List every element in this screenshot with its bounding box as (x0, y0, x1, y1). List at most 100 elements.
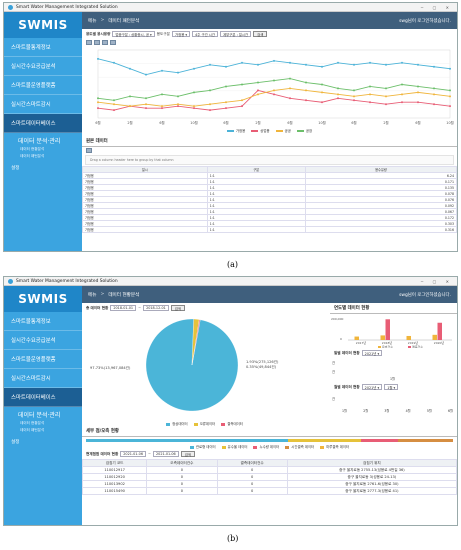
data-point (97, 107, 99, 110)
period-select[interactable]: 4주 구간 시간 (192, 31, 219, 37)
nav-sub-status[interactable]: 데이터 현황분석 (20, 147, 45, 151)
data-point (161, 93, 163, 96)
nav-item-database[interactable]: 스마트데이터베이스 (4, 388, 82, 407)
table-cell: 0 (146, 487, 218, 495)
y-tick-label: 0 (340, 337, 342, 341)
data-point (401, 61, 403, 64)
monthly-year-select[interactable]: 2021년 ▾ (361, 384, 383, 390)
nav-item-monitor[interactable]: 실시간스마트감시 (4, 95, 82, 114)
print-icon[interactable] (110, 40, 116, 45)
col-missing-count[interactable]: 결측데이터건수 (216, 459, 288, 467)
nav-item-monitor[interactable]: 실시간스마트감시 (4, 369, 82, 388)
daily-xlabel: 1월 (390, 377, 395, 381)
industry-select[interactable]: 업종구분 : 상황종시, 공 ▾ (112, 31, 155, 37)
data-point (161, 107, 163, 110)
nav-item-demand[interactable]: 실시간수요공급분석 (4, 57, 82, 76)
data-point (321, 83, 323, 86)
nav-sub-pattern[interactable]: 데이터 패턴분석 (20, 428, 45, 432)
breadcrumb-page: 데이터 패턴분석 (108, 18, 140, 24)
sensor-from[interactable]: 2021-01-06 (120, 451, 146, 457)
data-point (385, 87, 387, 90)
window-controls[interactable]: ─ ▢ ✕ (420, 278, 453, 284)
data-point (113, 109, 115, 112)
month-tick: 5월 (426, 409, 432, 413)
month-tick: 6월 (448, 409, 453, 413)
data-point (97, 57, 99, 60)
nav-subhead[interactable]: 데이터 분석·관리 (18, 138, 61, 145)
data-point (449, 67, 451, 70)
table-row[interactable]: 110012917 0 0 중구 을지로동 2755-13(성용로 4번길 36) (81, 466, 457, 474)
table-row[interactable]: 110015490 0 0 중구 을지로동 2777-3(성용로 41) (81, 487, 457, 495)
nav-item-database[interactable]: 스마트데이터베이스 (4, 114, 82, 133)
breadcrumb-sep: > (100, 292, 105, 297)
monthly-filter: 월별 데이터 현황 2021년 ▾ 1월 ▾ (330, 382, 457, 392)
nav-item-platform[interactable]: 스마트물운영플랫폼 (4, 350, 82, 369)
total-search-button[interactable]: 검색 (170, 305, 186, 311)
excel-icon[interactable] (86, 148, 92, 153)
bar-chart-icon[interactable] (94, 40, 100, 45)
x-tick-label: 2019년 (408, 340, 419, 345)
nav-item-demand[interactable]: 실시간수요공급분석 (4, 331, 82, 350)
user-status: swg님이 로그인하셨습니다. (399, 292, 451, 298)
top-area: 총 데이터 현황 2018-01-01 ~ 2018-12-01 검색 97.73… (82, 303, 457, 426)
sensor-title: 현계점점 데이터 현황 (86, 451, 119, 456)
nav-item-platform[interactable]: 스마트물운영플랫폼 (4, 76, 82, 95)
table-cell: 가정용 (82, 226, 208, 233)
table-cell: 0 (146, 473, 218, 481)
breadcrumb-home[interactable]: 메뉴 (88, 292, 97, 298)
main-b: 메뉴 > 데이터 현황분석 swg님이 로그인하셨습니다. 총 데이터 현황 2… (81, 286, 457, 525)
export-icon[interactable] (102, 40, 108, 45)
table-row[interactable]: 110012920 0 0 중구 을지로동 3(성용로 24-13) (81, 473, 457, 481)
usage-select[interactable]: 가정용 ▾ (171, 31, 191, 37)
data-point (113, 103, 115, 106)
nav-settings[interactable]: 설정 (11, 166, 20, 171)
table-cell: 중구 을지로동 3(성용로 24-13) (286, 473, 457, 481)
data-point (209, 109, 211, 112)
line-chart-icon[interactable] (86, 40, 92, 45)
data-point (225, 107, 227, 110)
data-point (401, 93, 403, 96)
breadcrumb-home[interactable]: 메뉴 (88, 18, 97, 24)
data-point (433, 65, 435, 68)
total-to[interactable]: 2018-12-01 (143, 305, 169, 311)
col-location[interactable]: 검침기 위치 (286, 459, 457, 467)
calc-select[interactable]: 계부구분 : 일시간 (220, 31, 252, 37)
monthly-month-select[interactable]: 1월 ▾ (384, 384, 399, 390)
data-point (177, 105, 179, 108)
nav-sub-pattern[interactable]: 데이터 패턴분석 (20, 154, 45, 158)
nav-sub-status[interactable]: 데이터 현황분석 (20, 421, 45, 425)
group-hint[interactable]: Drag a column header here to group by th… (85, 155, 454, 165)
daily-ylabel-1: 건 (332, 361, 335, 365)
x-tick-label: 6월 (351, 120, 356, 125)
nav-subhead[interactable]: 데이터 분석·관리 (18, 412, 61, 419)
daily-year-select[interactable]: 2021년 ▾ (361, 350, 383, 356)
window-controls[interactable]: ─ ▢ ✕ (420, 4, 453, 10)
data-point (369, 85, 371, 88)
nav-settings[interactable]: 설정 (11, 440, 20, 445)
data-point (273, 79, 275, 82)
table-cell: 1:1 (206, 226, 306, 233)
data-point (225, 101, 227, 104)
table-row[interactable]: 가정용 1:1 0.316 (82, 226, 457, 233)
quality-legend-item: 누수량 데이터 (253, 444, 279, 449)
data-point (241, 99, 243, 102)
search-button[interactable]: 검색 (253, 31, 268, 37)
table-cell: 중구 을지로동 2761-6(성용로 30) (286, 480, 457, 488)
col-meter-code[interactable]: 검침기 코드 (81, 459, 148, 467)
nav-item-stats[interactable]: 스마트물통계정보 (4, 312, 82, 331)
daily-ylabel-2: 건 (332, 370, 335, 374)
col-error-count[interactable]: 오측데이터건수 (146, 459, 218, 467)
title-bar: Smart Water Management Integrated Soluti… (4, 277, 457, 286)
sensor-search-button[interactable]: 검색 (180, 451, 195, 457)
data-point (113, 99, 115, 102)
x-tick-label: 6월 (95, 120, 100, 125)
x-tick-label: 6월 (223, 120, 228, 125)
quality-legend-item: 관로형 데이터 (189, 444, 216, 449)
nav-item-stats[interactable]: 스마트물통계정보 (4, 38, 82, 57)
sensor-to[interactable]: 2021-01-06 (153, 451, 179, 457)
legend-label: 유효건수 (382, 344, 393, 348)
table-row[interactable]: 110013902 0 0 중구 을지로동 2761-6(성용로 30) (81, 480, 457, 488)
data-point (337, 97, 339, 100)
total-from[interactable]: 2018-01-01 (110, 305, 137, 311)
monthly-ylabel: 건 (332, 397, 335, 401)
